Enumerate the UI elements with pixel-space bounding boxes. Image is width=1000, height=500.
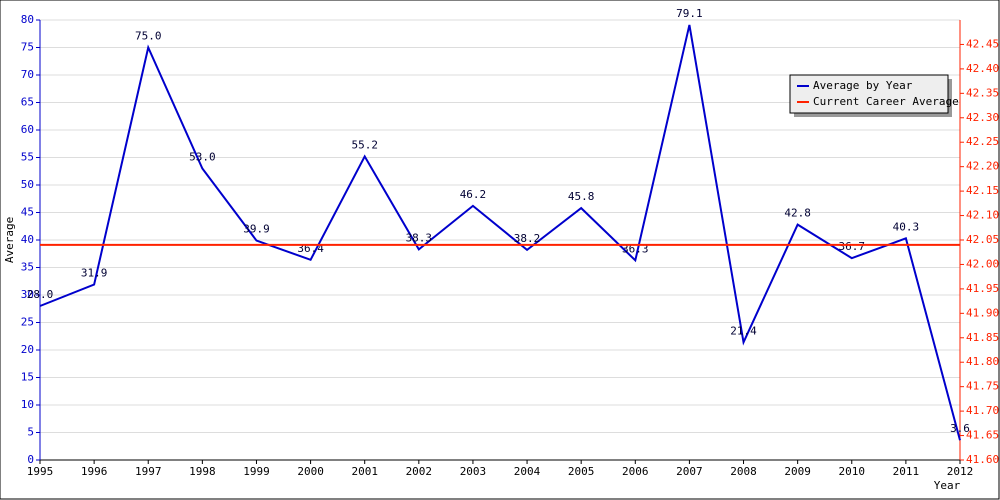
y2-tick-label: 41.75 [966, 380, 999, 393]
y-tick-label: 50 [21, 178, 34, 191]
y2-tick-label: 42.30 [966, 111, 999, 124]
data-label: 46.2 [460, 188, 487, 201]
y-tick-label: 25 [21, 316, 34, 329]
y2-tick-label: 42.35 [966, 86, 999, 99]
y2-tick-label: 42.20 [966, 160, 999, 173]
y-tick-label: 75 [21, 41, 34, 54]
x-tick-label: 1998 [189, 465, 216, 478]
y-tick-label: 35 [21, 261, 34, 274]
series-line [39, 24, 961, 441]
y2-tick-label: 41.90 [966, 306, 999, 319]
data-label: 36.7 [839, 240, 866, 253]
data-label: 45.8 [568, 190, 595, 203]
data-label: 55.2 [351, 138, 378, 151]
y-tick-label: 10 [21, 398, 34, 411]
y2-tick-label: 42.05 [966, 233, 999, 246]
y-tick-label: 40 [21, 233, 34, 246]
data-label: 21.4 [730, 324, 757, 337]
data-label: 31.9 [81, 267, 108, 280]
data-label: 39.9 [243, 223, 270, 236]
data-label: 53.0 [189, 151, 216, 164]
x-tick-label: 1997 [135, 465, 162, 478]
x-tick-label: 2009 [784, 465, 811, 478]
x-tick-label: 2005 [568, 465, 595, 478]
x-tick-label: 2001 [351, 465, 378, 478]
x-tick-label: 2002 [406, 465, 433, 478]
y-tick-label: 5 [27, 426, 34, 439]
data-label: 42.8 [784, 207, 811, 220]
y2-tick-label: 41.85 [966, 331, 999, 344]
y-tick-label: 20 [21, 343, 34, 356]
data-label: 28.0 [27, 288, 54, 301]
x-tick-label: 2007 [676, 465, 703, 478]
x-tick-label: 2006 [622, 465, 649, 478]
y-tick-label: 30 [21, 288, 34, 301]
data-label: 40.3 [893, 220, 920, 233]
y2-tick-label: 42.40 [966, 62, 999, 75]
x-tick-label: 2004 [514, 465, 541, 478]
data-label: 38.3 [406, 231, 433, 244]
x-tick-label: 1999 [243, 465, 270, 478]
y2-tick-label: 41.60 [966, 453, 999, 466]
x-tick-label: 2008 [730, 465, 757, 478]
x-tick-label: 2003 [460, 465, 487, 478]
data-label: 3.6 [950, 422, 970, 435]
y-tick-label: 15 [21, 371, 34, 384]
y2-tick-label: 42.00 [966, 257, 999, 270]
legend-label: Average by Year [813, 79, 913, 92]
data-label: 75.0 [135, 30, 162, 43]
y-tick-label: 65 [21, 96, 34, 109]
x-tick-label: 2012 [947, 465, 974, 478]
data-label: 38.2 [514, 232, 541, 245]
y-tick-label: 70 [21, 68, 34, 81]
y2-tick-label: 42.25 [966, 135, 999, 148]
legend-label: Current Career Average [813, 95, 959, 108]
x-axis-title: Year [934, 479, 961, 492]
data-label: 36.4 [297, 242, 324, 255]
y2-tick-label: 41.95 [966, 282, 999, 295]
x-tick-label: 1996 [81, 465, 108, 478]
y2-tick-label: 42.45 [966, 37, 999, 50]
legend [789, 74, 949, 114]
y-axis-title: Average [3, 217, 16, 263]
y2-tick-label: 41.65 [966, 429, 999, 442]
y2-tick-label: 41.70 [966, 404, 999, 417]
y-tick-label: 45 [21, 206, 34, 219]
data-label: 79.1 [676, 7, 703, 20]
y-tick-label: 55 [21, 151, 34, 164]
x-tick-label: 2000 [297, 465, 324, 478]
y-tick-label: 60 [21, 123, 34, 136]
y2-tick-label: 42.15 [966, 184, 999, 197]
y-tick-label: 80 [21, 13, 34, 26]
x-tick-label: 1995 [27, 465, 54, 478]
x-tick-label: 2011 [893, 465, 920, 478]
y-tick-label: 0 [27, 453, 34, 466]
y2-tick-label: 42.10 [966, 209, 999, 222]
y2-tick-label: 41.80 [966, 355, 999, 368]
x-tick-label: 2010 [839, 465, 866, 478]
